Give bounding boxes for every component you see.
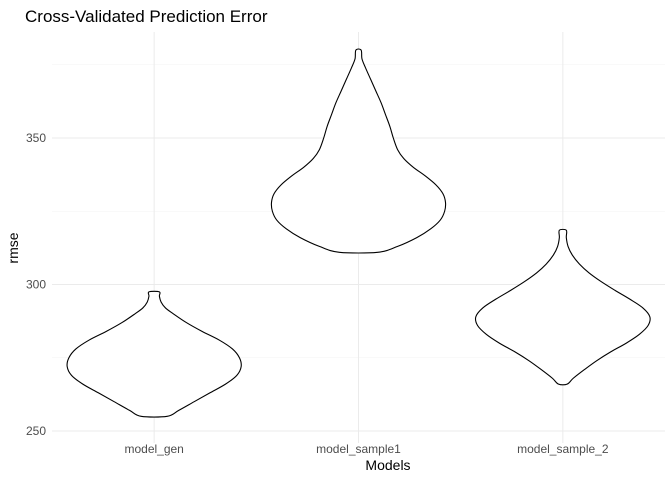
x-tick-label: model_sample_2 (517, 442, 609, 456)
violin-model-sample1 (270, 48, 447, 254)
x-axis-title: Models (365, 457, 410, 473)
x-tick-label: model_sample1 (316, 442, 401, 456)
x-tick-labels: model_gen model_sample1 model_sample_2 (124, 442, 608, 456)
y-tick-label: 300 (26, 278, 46, 292)
chart-title: Cross-Validated Prediction Error (25, 7, 268, 26)
violins (66, 48, 651, 418)
y-tick-labels: 250 300 350 (26, 131, 46, 438)
y-tick-label: 250 (26, 424, 46, 438)
y-tick-label: 350 (26, 131, 46, 145)
y-axis-title: rmse (5, 232, 21, 263)
violin-model-gen (66, 290, 242, 418)
x-tick-label: model_gen (124, 442, 183, 456)
violin-model-sample-2 (474, 228, 651, 386)
